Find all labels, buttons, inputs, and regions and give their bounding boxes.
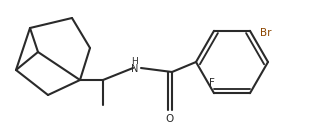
Text: F: F (209, 78, 215, 88)
Text: Br: Br (260, 28, 272, 38)
Text: H: H (132, 56, 139, 65)
Text: N: N (131, 64, 139, 74)
Text: O: O (166, 114, 174, 124)
